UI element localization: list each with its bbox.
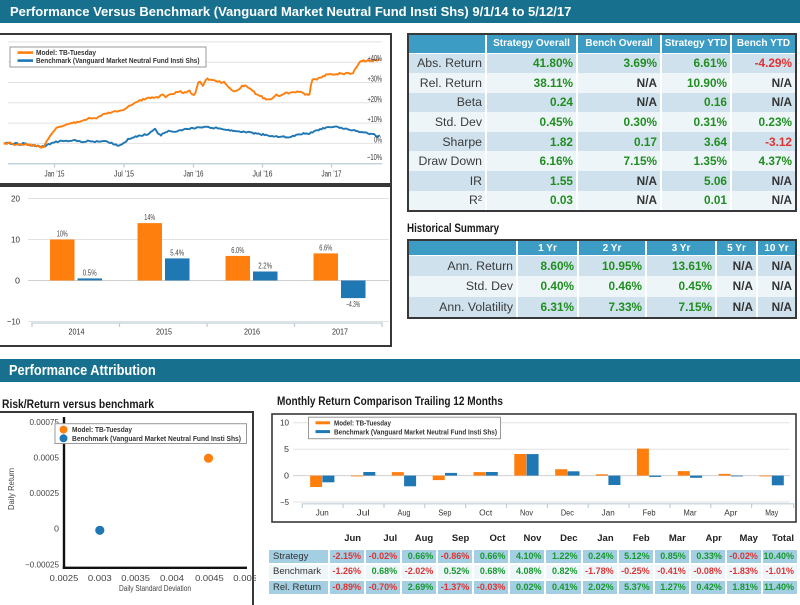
svg-text:0.004: 0.004 bbox=[160, 574, 185, 583]
svg-text:14%: 14% bbox=[144, 213, 155, 222]
svg-text:May: May bbox=[765, 509, 778, 518]
svg-text:10%: 10% bbox=[57, 230, 68, 239]
svg-text:Sep: Sep bbox=[438, 509, 452, 518]
svg-text:Feb: Feb bbox=[643, 509, 657, 518]
svg-text:Benchmark (Vanguard Market Neu: Benchmark (Vanguard Market Neutral Fund … bbox=[334, 427, 497, 436]
svg-text:Jul: Jul bbox=[357, 509, 370, 518]
svg-text:Benchmark (Vanguard Market Neu: Benchmark (Vanguard Market Neutral Fund … bbox=[72, 434, 241, 443]
svg-text:5.4%: 5.4% bbox=[170, 248, 184, 257]
svg-text:10: 10 bbox=[11, 235, 20, 245]
svg-text:0%: 0% bbox=[374, 135, 382, 144]
svg-text:+30%: +30% bbox=[368, 75, 383, 84]
svg-text:Dec: Dec bbox=[561, 509, 574, 518]
svg-text:0: 0 bbox=[15, 276, 20, 286]
svg-text:2014: 2014 bbox=[69, 327, 85, 337]
svg-text:Model: TB-Tuesday: Model: TB-Tuesday bbox=[334, 419, 392, 428]
svg-text:Apr: Apr bbox=[724, 509, 737, 518]
svg-text:0: 0 bbox=[284, 471, 290, 480]
svg-text:+20%: +20% bbox=[368, 95, 383, 104]
svg-text:2.2%: 2.2% bbox=[258, 262, 272, 271]
svg-text:0.0005: 0.0005 bbox=[34, 454, 60, 463]
svg-text:Jan ’16: Jan ’16 bbox=[184, 170, 204, 179]
svg-text:0.0045: 0.0045 bbox=[195, 574, 224, 583]
svg-text:0.005: 0.005 bbox=[233, 574, 256, 583]
svg-text:−5: −5 bbox=[280, 498, 290, 507]
svg-text:Daily Standard Deviation: Daily Standard Deviation bbox=[119, 584, 191, 593]
svg-text:5: 5 bbox=[284, 445, 290, 454]
svg-text:0: 0 bbox=[54, 525, 60, 534]
svg-text:+10%: +10% bbox=[368, 115, 383, 124]
svg-text:2016: 2016 bbox=[244, 327, 260, 337]
svg-text:6.0%: 6.0% bbox=[231, 246, 244, 255]
svg-text:Jun: Jun bbox=[316, 509, 329, 518]
svg-text:Jan ’15: Jan ’15 bbox=[45, 170, 65, 179]
svg-text:Oct: Oct bbox=[479, 509, 493, 518]
svg-text:Model: TB-Tuesday: Model: TB-Tuesday bbox=[72, 425, 133, 434]
svg-text:0.5%: 0.5% bbox=[83, 268, 97, 277]
svg-text:2015: 2015 bbox=[156, 327, 172, 337]
svg-text:0.00075: 0.00075 bbox=[30, 418, 60, 427]
svg-text:Jan ’17: Jan ’17 bbox=[322, 170, 342, 179]
svg-text:Nov: Nov bbox=[520, 509, 533, 518]
svg-text:+40%: +40% bbox=[368, 54, 383, 63]
svg-text:Daily Return: Daily Return bbox=[7, 468, 16, 510]
svg-text:0.0025: 0.0025 bbox=[50, 574, 79, 583]
svg-text:Jul ’15: Jul ’15 bbox=[114, 170, 134, 179]
svg-text:−10: −10 bbox=[7, 317, 20, 327]
svg-text:Benchmark (Vanguard Market Neu: Benchmark (Vanguard Market Neutral Fund … bbox=[36, 56, 200, 65]
svg-text:0.00025: 0.00025 bbox=[30, 489, 60, 498]
svg-text:6.6%: 6.6% bbox=[319, 243, 332, 252]
svg-text:Jul ’16: Jul ’16 bbox=[253, 170, 273, 179]
svg-text:−4.3%: −4.3% bbox=[346, 300, 360, 309]
svg-text:−0.00025: −0.00025 bbox=[25, 560, 60, 569]
svg-text:20: 20 bbox=[11, 194, 20, 204]
svg-text:10: 10 bbox=[280, 419, 290, 428]
svg-text:Jan: Jan bbox=[602, 509, 615, 518]
svg-text:−10%: −10% bbox=[367, 153, 382, 162]
svg-text:2017: 2017 bbox=[332, 327, 348, 337]
svg-text:0.0035: 0.0035 bbox=[121, 574, 150, 583]
svg-text:Aug: Aug bbox=[398, 509, 411, 518]
svg-text:Model: TB-Tuesday: Model: TB-Tuesday bbox=[36, 48, 97, 57]
svg-text:Mar: Mar bbox=[684, 509, 697, 518]
svg-text:0.003: 0.003 bbox=[88, 574, 113, 583]
